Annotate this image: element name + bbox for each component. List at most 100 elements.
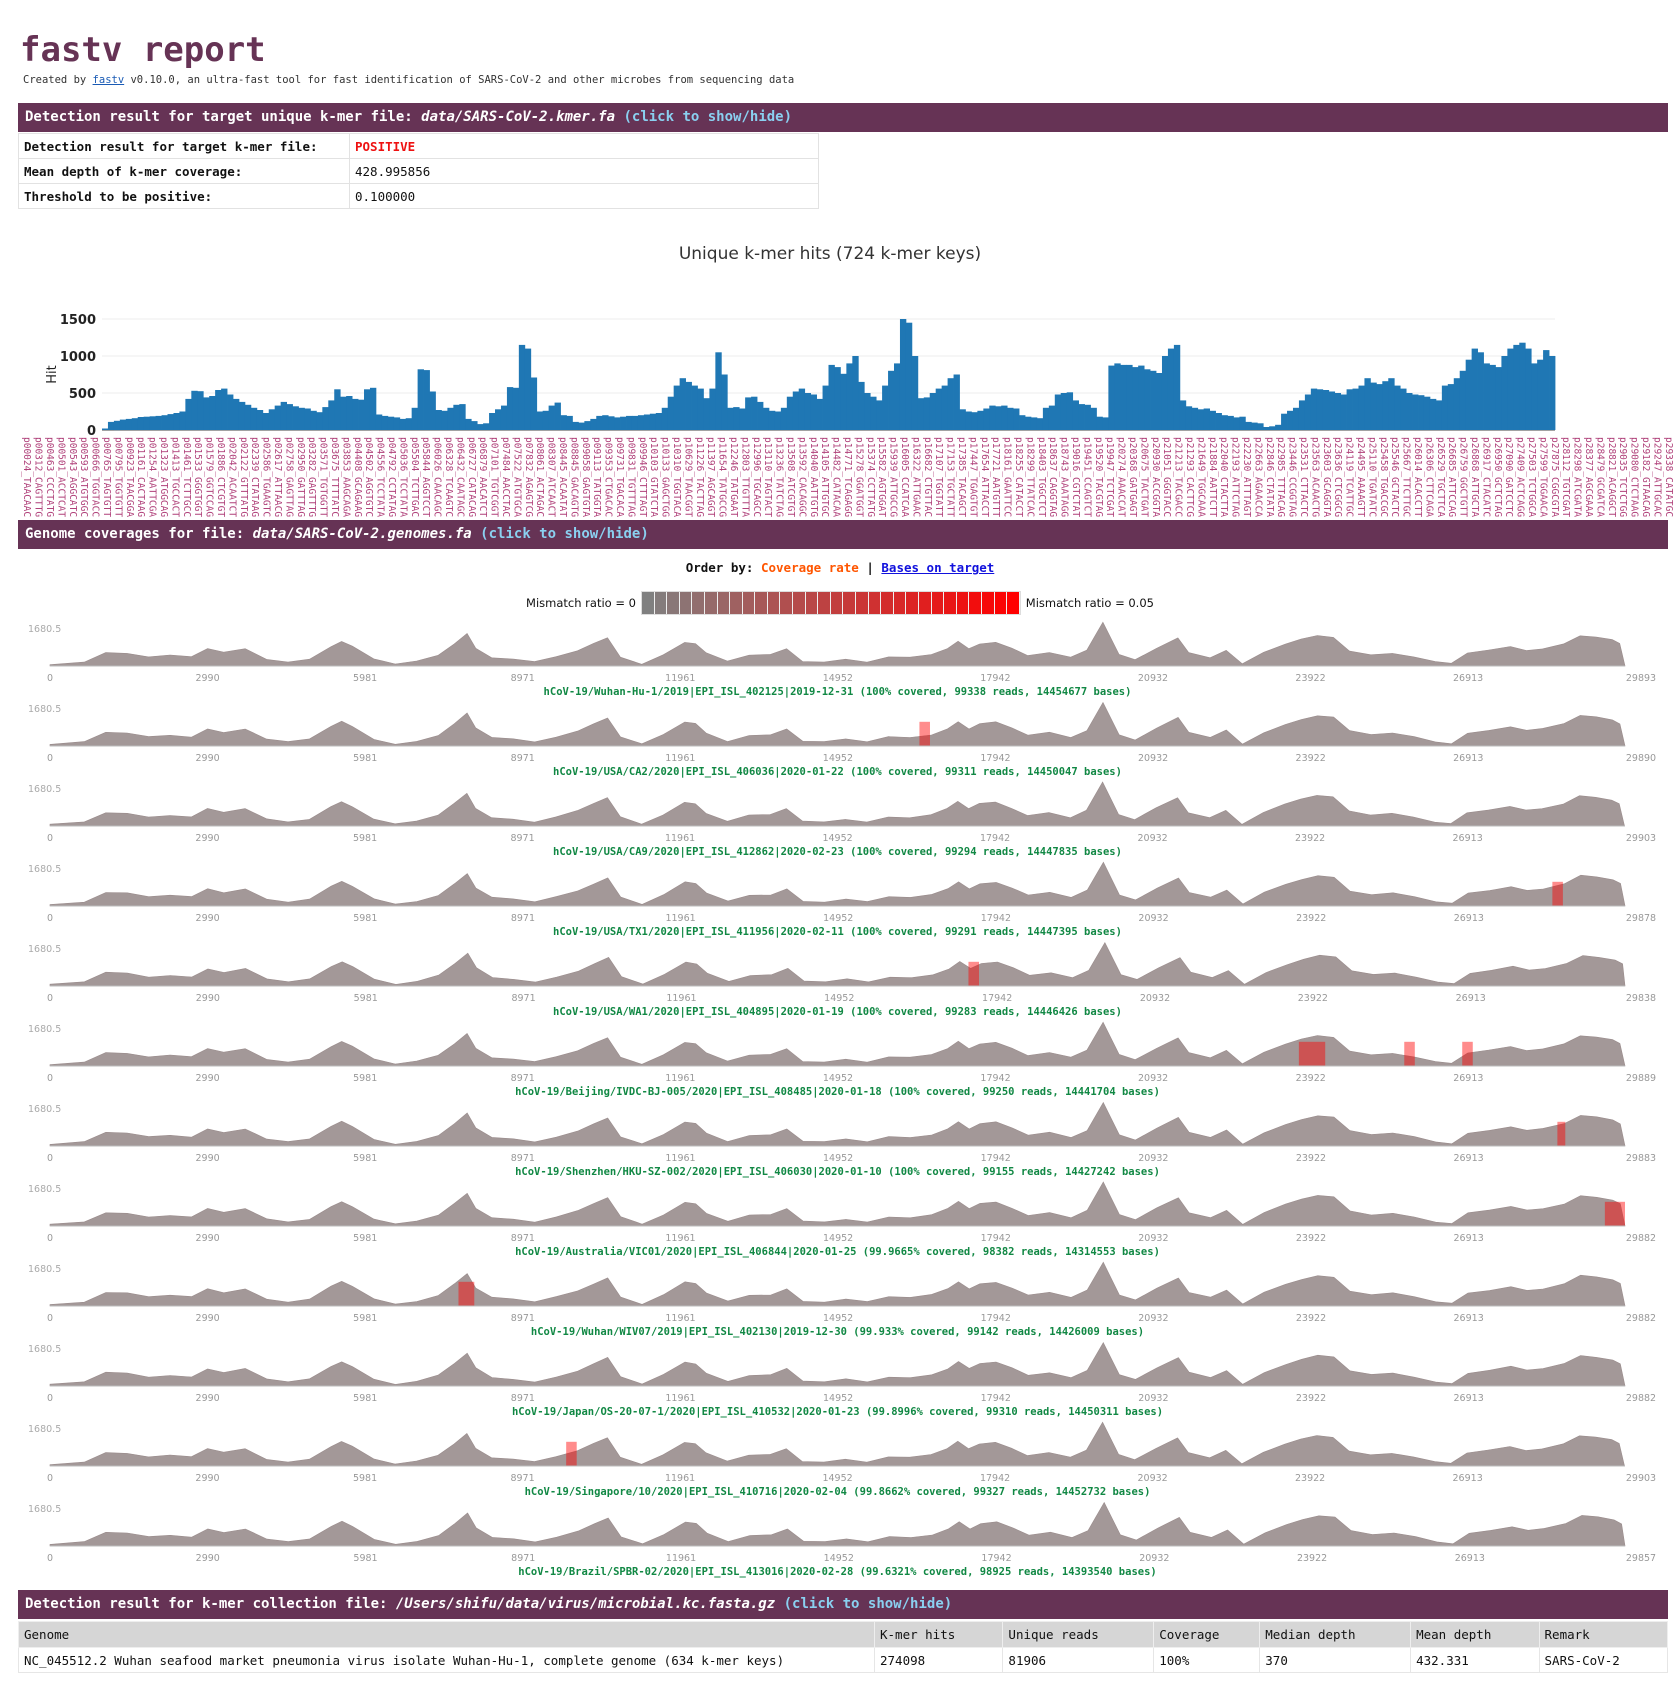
bar — [548, 405, 555, 430]
bar — [125, 418, 133, 430]
mismatch-highlight — [919, 721, 930, 746]
bar — [923, 397, 931, 430]
x-tick-label: p19016_CGTCTAT — [1070, 437, 1081, 517]
coverage-area — [49, 1181, 1626, 1227]
mismatch-gradient-cell — [981, 592, 995, 614]
order-bases-on-target-link[interactable]: Bases on target — [881, 560, 995, 575]
cell-median-depth: 370 — [1259, 1647, 1412, 1673]
section-header-genome-coverage[interactable]: Genome coverages for file: data/SARS-CoV… — [18, 520, 1668, 549]
x-tick-label: p02617_ATTAACG — [272, 437, 283, 517]
bar — [971, 412, 978, 430]
x-tick-label: p00024_TAACAAC — [21, 437, 32, 517]
bar — [673, 385, 681, 430]
bar — [1340, 394, 1347, 430]
x-tick-label: p17385_TACAGCT — [956, 437, 967, 517]
bar — [322, 407, 329, 430]
x-tick-label: p06432_CAATAGC — [454, 437, 465, 517]
table-row: Detection result for target k-mer file: P… — [18, 133, 819, 159]
bar — [1227, 415, 1234, 430]
x-tick-label: p22230_ATTTAGT — [1241, 437, 1252, 517]
bar — [1412, 394, 1419, 430]
mismatch-gradient-cell — [805, 592, 819, 614]
kmer-collection-table: Genome K-mer hits Unique reads Coverage … — [18, 1621, 1669, 1673]
coverage-plot: 1680.5 0 2990 5981 8971 11961 14952 17942 20932 2… — [28, 1021, 1656, 1098]
x-tick-label: p05036_TCCTATA — [397, 437, 408, 517]
genome-caption: hCoV-19/USA/WA1/2020|EPI_ISL_404895|2020… — [553, 1006, 1122, 1018]
x-tick-label: 8971 — [511, 1553, 535, 1564]
x-tick-label: 26913 — [1453, 1473, 1483, 1484]
bar — [1471, 348, 1478, 430]
x-tick-label: p28479_GCGATCA — [1594, 437, 1605, 517]
order-coverage-rate[interactable]: Coverage rate — [760, 560, 859, 575]
section-file: /Users/shifu/data/virus/microbial.kc.fas… — [395, 1596, 776, 1612]
genome-caption: hCoV-19/USA/TX1/2020|EPI_ISL_411956|2020… — [553, 926, 1122, 938]
y-max-label: 1680.5 — [28, 1104, 61, 1115]
bar — [524, 348, 532, 430]
x-tick-label: 0 — [47, 1153, 53, 1164]
x-tick-label: p28112_TGTCGAT — [1560, 437, 1571, 517]
bar — [578, 422, 585, 430]
x-tick-label: 26913 — [1453, 833, 1483, 844]
bar — [102, 428, 109, 430]
bar — [774, 411, 782, 430]
cell-remark: SARS-CoV-2 — [1538, 1647, 1669, 1673]
x-tick-label: p21051_GGGTACC — [1161, 437, 1172, 517]
x-tick-label: p28821_ACAGGCT — [1606, 437, 1617, 517]
x-tick-label: 11961 — [665, 673, 695, 684]
bar — [1209, 410, 1216, 430]
bar — [1203, 408, 1211, 430]
x-tick-label: p25667_TTCTTGC — [1401, 437, 1412, 517]
bar — [822, 385, 829, 430]
x-tick-label: p02339_CTATAAG — [249, 437, 260, 517]
toggle-show-hide[interactable]: (click to show/hide) — [623, 109, 793, 125]
x-tick-label: p26950_GCTCTAG — [1492, 437, 1503, 517]
x-tick-label: 5981 — [353, 1313, 377, 1324]
bar — [1179, 400, 1187, 430]
x-tick-label: p27875_CGGCGTA — [1549, 437, 1560, 517]
bar — [1084, 404, 1091, 430]
x-tick-label: 5981 — [353, 1553, 377, 1564]
bar — [381, 415, 389, 430]
x-tick-label: 20932 — [1138, 1393, 1168, 1404]
bar — [763, 407, 770, 430]
mismatch-highlight — [566, 1441, 577, 1466]
y-max-label: 1680.5 — [28, 1024, 61, 1035]
x-tick-label: p29035_TCTCTGG — [1617, 437, 1628, 517]
mismatch-gradient-cell — [793, 592, 806, 614]
x-tick-label: p18403_TGGCTCT — [1036, 437, 1047, 517]
bar — [1126, 364, 1133, 430]
bar — [274, 405, 282, 430]
x-tick-label: p07522_ATGTGCA — [511, 437, 522, 517]
mismatch-right-label: Mismatch ratio = 0.05 — [1025, 596, 1154, 610]
bar — [1102, 417, 1109, 430]
x-tick-label: p21213_TACGACC — [1173, 437, 1184, 517]
mismatch-legend: Mismatch ratio = 0 Mismatch ratio = 0.05 — [0, 591, 1680, 615]
bar — [637, 415, 645, 430]
coverage-plot: 1680.5 0 2990 5981 8971 11961 14952 17942 20932 2… — [28, 1341, 1656, 1418]
bar — [1358, 385, 1365, 430]
x-tick-label: p18161_GAATTCC — [1002, 437, 1013, 517]
bar — [167, 414, 174, 430]
section-header-kmer-collection[interactable]: Detection result for k-mer collection fi… — [18, 1590, 1668, 1619]
x-tick-label: p19947_TCTCGAT — [1104, 437, 1115, 517]
fastv-link[interactable]: fastv — [92, 74, 125, 86]
bar — [250, 407, 258, 430]
x-tick-label: p07101_TGTCGGT — [489, 437, 500, 517]
bar — [1376, 384, 1383, 430]
x-tick-label: p09058_GAGTGTA — [580, 437, 591, 517]
toggle-show-hide[interactable]: (click to show/hide) — [783, 1596, 953, 1612]
bar — [328, 400, 335, 430]
toggle-show-hide[interactable]: (click to show/hide) — [480, 526, 649, 542]
x-tick-label: 8971 — [510, 833, 534, 844]
bar — [417, 369, 424, 430]
x-tick-label: 20932 — [1140, 993, 1170, 1004]
x-tick-label: 20932 — [1138, 1153, 1168, 1164]
x-tick-label: p23603_GCAGGTA — [1321, 437, 1332, 517]
bar — [1054, 394, 1062, 430]
x-tick-label: 14952 — [823, 1393, 853, 1404]
bar — [959, 409, 966, 430]
bar — [1477, 352, 1484, 430]
section-header-kmer-file[interactable]: Detection result for target unique k-mer… — [18, 103, 1668, 132]
bar — [393, 417, 401, 430]
x-tick-label: 0 — [47, 1473, 53, 1484]
